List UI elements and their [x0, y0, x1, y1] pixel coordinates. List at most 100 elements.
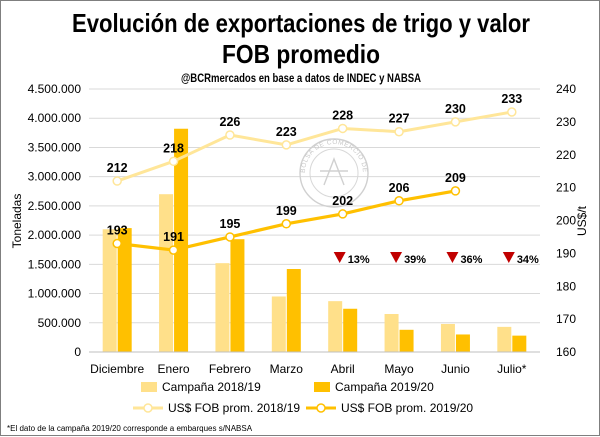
bar-campana-2019-20 [399, 329, 414, 352]
y2-tick-label: 240 [556, 82, 576, 96]
point-data-label: 228 [332, 108, 353, 122]
y-tick-label: 500.000 [38, 316, 82, 330]
change-percent-label: 34% [517, 254, 539, 266]
y-tick-label: 0 [74, 345, 81, 359]
y2-tick-label: 180 [556, 279, 576, 293]
chart-subtitle: @BCRmercados en base a datos de INDEC y … [181, 73, 421, 85]
line-point [450, 117, 461, 127]
x-tick-label: Enero [158, 362, 190, 376]
x-tick-label: Mayo [384, 362, 414, 376]
bars [102, 128, 527, 352]
change-percent-label: 39% [404, 254, 426, 266]
point-data-label: 193 [107, 224, 128, 238]
bar-campana-2018-19 [271, 296, 286, 352]
line-point [168, 245, 179, 255]
y-axis-title: Toneladas [10, 194, 24, 249]
bar-campana-2018-19 [102, 229, 117, 352]
line-point [394, 126, 404, 137]
line-point [394, 196, 404, 206]
seal-outer-ring [299, 138, 369, 208]
change-percent-label: 13% [348, 254, 370, 266]
y2-axis-title: US$/t [575, 205, 589, 236]
scales-icon [320, 157, 348, 186]
down-triangle-icon [333, 252, 346, 263]
point-data-label: 226 [220, 115, 241, 129]
chart-title-line-1: Evolución de exportaciones de trigo y va… [72, 8, 530, 38]
point-data-label: 223 [276, 125, 297, 139]
axes: 0 500.000 1.000.000 1.500.000 2.000.000 2.500… [28, 82, 577, 376]
line-point [112, 238, 122, 249]
y2-tick-label: 170 [556, 312, 576, 326]
line-point [112, 176, 122, 186]
point-data-label: 199 [276, 204, 297, 218]
point-data-label: 227 [389, 112, 410, 126]
bar-campana-2018-19 [159, 194, 174, 352]
point-data-label: 202 [332, 194, 353, 208]
footnote: *El dato de la campaña 2019/20 correspon… [7, 424, 253, 433]
seal-inner-ring [309, 148, 359, 198]
x-tick-label: Marzo [270, 362, 304, 376]
price-lines: 212 218 226 223 228 227 230 233 193 191 195 199 202 2… [107, 92, 522, 255]
bar-campana-2018-19 [497, 326, 512, 352]
legend-swatch-marker [316, 403, 326, 413]
legend-label: US$ FOB prom. 2019/20 [341, 401, 473, 415]
y2-tick-label: 230 [556, 115, 576, 129]
legend-label: Campaña 2019/20 [335, 380, 434, 394]
bar-campana-2018-19 [215, 263, 230, 352]
bar-campana-2019-20 [343, 308, 358, 352]
legend-label: US$ FOB prom. 2018/19 [168, 401, 300, 415]
line-point [337, 123, 348, 134]
line-point [450, 186, 461, 196]
gridlines [89, 88, 540, 353]
chart-title-line-2: FOB promedio [222, 39, 380, 69]
bar-campana-2019-20 [117, 228, 132, 352]
y2-tick-label: 200 [556, 214, 576, 228]
point-data-label: 209 [445, 171, 466, 185]
point-data-label: 212 [107, 161, 128, 175]
y-tick-label: 2.500.000 [28, 199, 82, 213]
bar-campana-2019-20 [174, 128, 189, 352]
down-triangle-icon [502, 252, 515, 263]
point-data-label: 206 [389, 181, 410, 195]
x-tick-label: Febrero [209, 362, 251, 376]
bar-campana-2019-20 [230, 239, 245, 352]
down-triangle-icon [446, 252, 459, 263]
line-point [337, 209, 348, 219]
bar-campana-2019-20 [512, 335, 527, 352]
legend-swatch-bar [141, 382, 157, 392]
x-tick-label: Abril [331, 362, 355, 376]
y2-tick-label: 190 [556, 246, 576, 260]
change-markers: 13% 39% 36% 34% [333, 252, 539, 266]
line-fob-2018-19 [116, 110, 513, 183]
line-point [168, 156, 179, 167]
y-tick-label: 3.500.000 [28, 140, 82, 154]
change-percent-label: 36% [460, 254, 482, 266]
point-data-label: 233 [501, 92, 522, 106]
down-triangle-icon [390, 252, 403, 263]
bar-campana-2018-19 [440, 323, 455, 352]
line-point [281, 219, 292, 229]
point-data-label: 191 [163, 230, 184, 244]
bar-campana-2018-19 [328, 301, 343, 352]
x-tick-label: Julio* [497, 362, 527, 376]
y-tick-label: 4.500.000 [28, 82, 82, 96]
point-data-label: 195 [220, 217, 241, 231]
titles: Evolución de exportaciones de trigo y va… [10, 8, 589, 248]
y-tick-label: 2.000.000 [28, 228, 82, 242]
legend: Campaña 2018/19 Campaña 2019/20 US$ FOB pr… [133, 380, 473, 415]
point-data-label: 218 [163, 141, 184, 155]
legend-label: Campaña 2018/19 [162, 380, 261, 394]
x-tick-label: Diciembre [90, 362, 144, 376]
y2-tick-label: 210 [556, 181, 576, 195]
bar-campana-2018-19 [384, 314, 399, 352]
line-point [225, 130, 235, 140]
y-tick-label: 1.000.000 [28, 287, 82, 301]
line-point [507, 107, 517, 117]
bar-campana-2019-20 [286, 269, 301, 352]
x-tick-label: Junio [441, 362, 470, 376]
bar-campana-2019-20 [455, 334, 470, 352]
point-data-label: 230 [445, 102, 466, 116]
line-point [281, 140, 292, 150]
